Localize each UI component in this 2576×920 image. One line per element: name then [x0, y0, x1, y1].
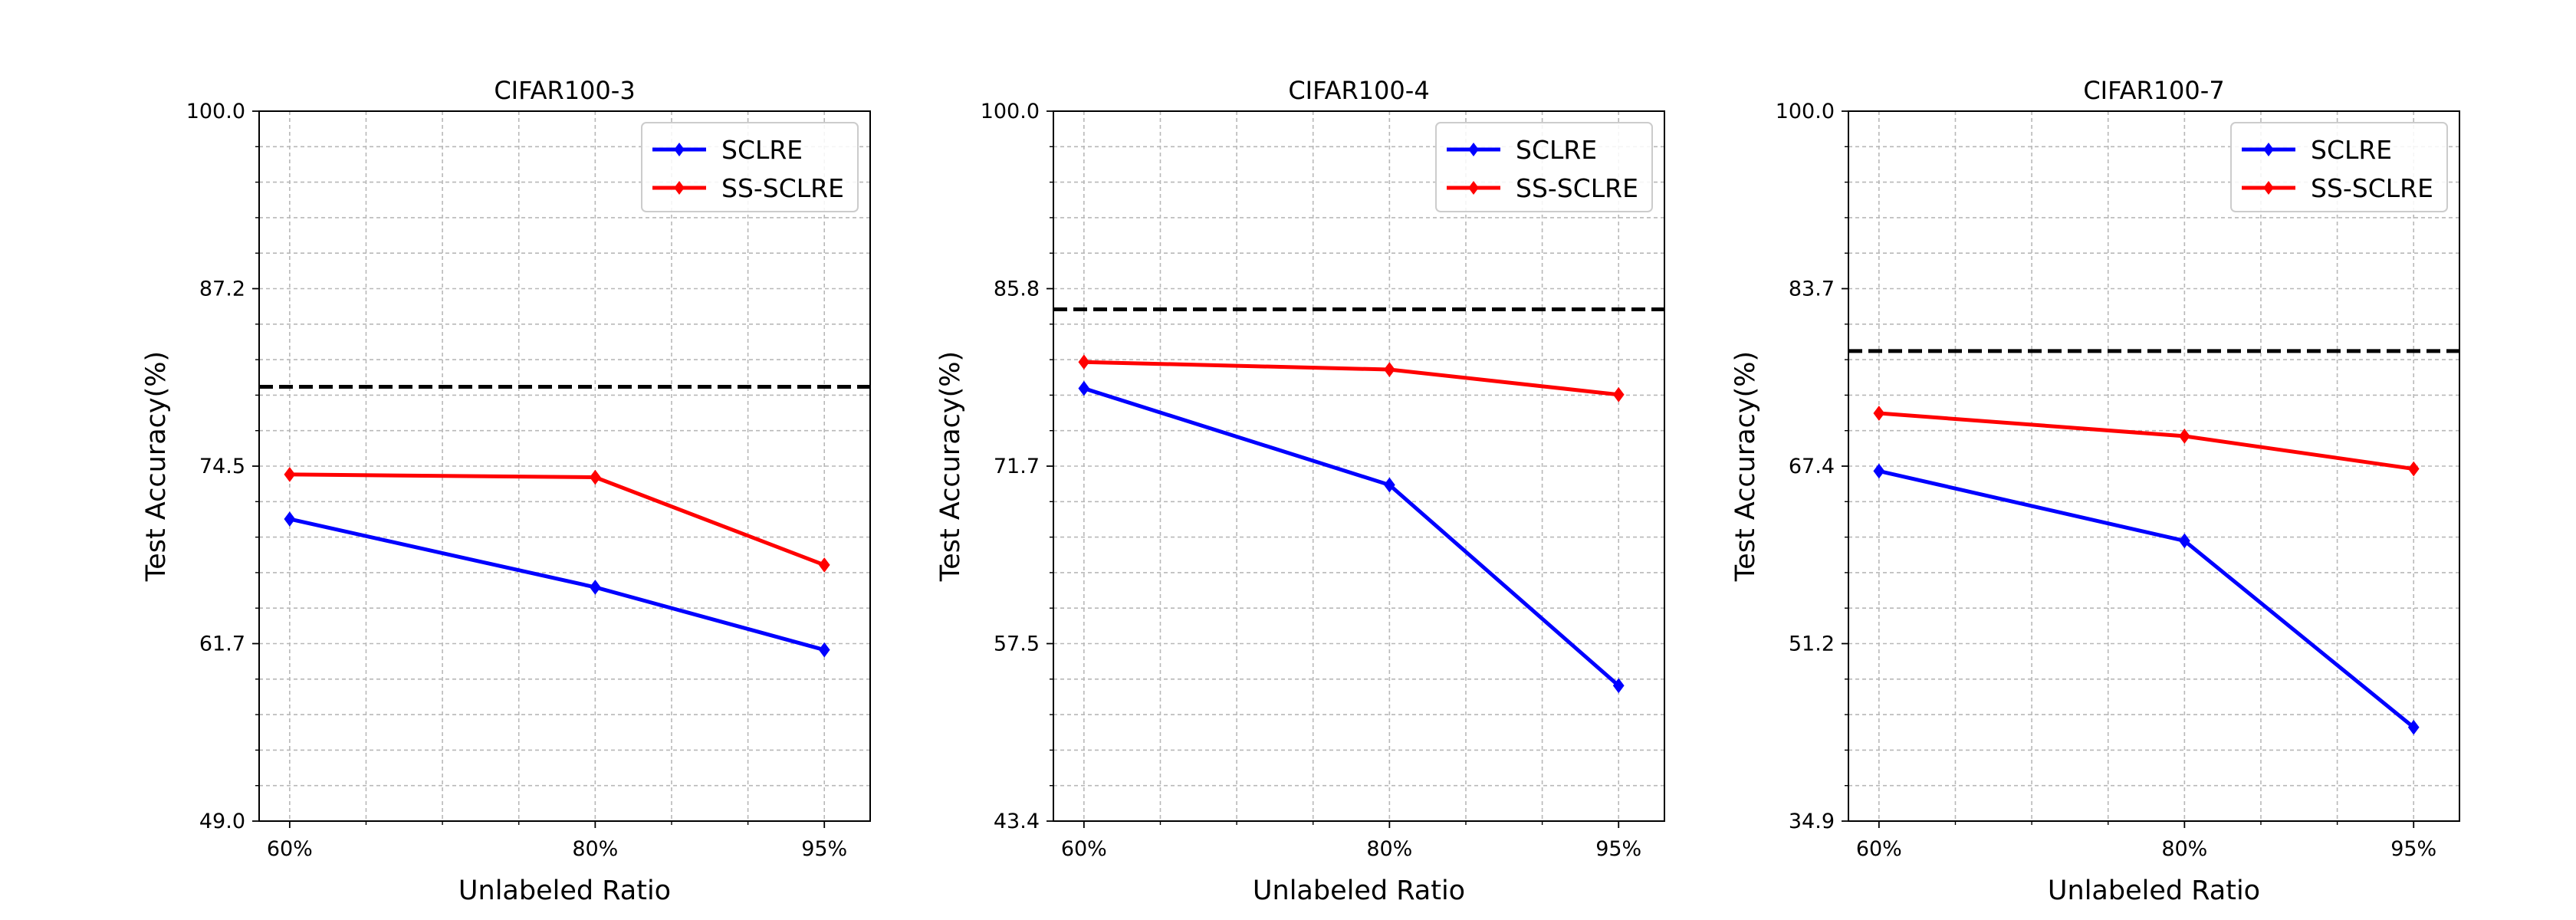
legend-swatch-marker [674, 143, 685, 156]
data-point-marker [284, 511, 296, 527]
data-point-marker [818, 557, 830, 573]
y-tick-label: 100.0 [981, 100, 1040, 123]
x-tick-label: 95% [2390, 837, 2436, 861]
chart-title: CIFAR100-4 [1288, 76, 1429, 105]
x-tick-label: 95% [801, 837, 847, 861]
plot-frame [258, 110, 871, 822]
legend-label: SCLRE [2311, 135, 2392, 165]
x-tick-label: 60% [1061, 837, 1107, 861]
plot-frame [1053, 110, 1665, 822]
chart-panel-3: 34.9 51.2 67.4 83.7 100.0 60% 80% 95% CIFAR100-7… [1730, 76, 2460, 906]
data-point-marker [2178, 429, 2190, 444]
y-tick-label: 57.5 [994, 632, 1040, 656]
legend-label: SS-SCLRE [721, 173, 844, 203]
y-tick-label: 74.5 [199, 455, 245, 478]
y-tick-label: 43.4 [994, 810, 1040, 833]
x-tick-label: 95% [1595, 837, 1641, 861]
data-point-marker [1612, 678, 1625, 694]
legend-swatch-marker [2263, 181, 2274, 195]
x-tick-label: 60% [267, 837, 313, 861]
data-point-marker [1383, 477, 1395, 493]
chart-panel-1: 49.0 61.7 74.5 87.2 100.0 60% 80% 95% CIFAR100-3… [141, 76, 871, 906]
data-point-marker [2178, 533, 2190, 549]
x-tick-label: 80% [1366, 837, 1412, 861]
data-point-marker [1078, 380, 1090, 396]
data-point-marker [284, 467, 296, 482]
data-point-marker [1612, 386, 1625, 402]
plot-frame [1848, 110, 2460, 822]
data-point-marker [589, 580, 601, 595]
x-axis-label: Unlabeled Ratio [2048, 876, 2260, 906]
chart-title: CIFAR100-7 [2083, 76, 2224, 105]
x-tick-label: 80% [572, 837, 618, 861]
data-point-marker [1873, 406, 1885, 421]
legend-swatch-marker [2263, 143, 2274, 156]
legend-label: SS-SCLRE [2311, 173, 2433, 203]
y-tick-label: 61.7 [199, 632, 245, 656]
data-point-marker [1873, 463, 1885, 479]
x-tick-label: 80% [2161, 837, 2207, 861]
data-point-marker [1078, 354, 1090, 370]
legend-label: SCLRE [1516, 135, 1597, 165]
y-tick-label: 67.4 [1789, 455, 1835, 478]
y-tick-label: 51.2 [1789, 632, 1835, 656]
y-tick-label: 49.0 [199, 810, 245, 833]
data-point-marker [2407, 461, 2420, 477]
data-point-marker [2407, 719, 2420, 735]
x-axis-label: Unlabeled Ratio [1253, 876, 1465, 906]
data-point-marker [818, 642, 830, 658]
y-axis-label: Test Accuracy(%) [141, 351, 172, 582]
y-tick-label: 83.7 [1789, 278, 1835, 301]
x-tick-label: 60% [1856, 837, 1902, 861]
legend-swatch-marker [1468, 143, 1479, 156]
y-tick-label: 87.2 [199, 278, 245, 301]
legend-label: SCLRE [721, 135, 803, 165]
y-tick-label: 100.0 [186, 100, 245, 123]
y-tick-label: 100.0 [1776, 100, 1835, 123]
legend-label: SS-SCLRE [1516, 173, 1638, 203]
y-axis-label: Test Accuracy(%) [1730, 351, 1761, 582]
legend-swatch-marker [674, 181, 685, 195]
y-tick-label: 85.8 [994, 278, 1040, 301]
x-axis-label: Unlabeled Ratio [458, 876, 671, 906]
y-axis-label: Test Accuracy(%) [935, 351, 966, 582]
y-tick-label: 34.9 [1789, 810, 1835, 833]
chart-panel-2: 43.4 57.5 71.7 85.8 100.0 60% 80% 95% CIFAR100-4… [935, 76, 1665, 906]
y-tick-label: 71.7 [994, 455, 1040, 478]
data-point-marker [1383, 362, 1395, 377]
legend-swatch-marker [1468, 181, 1479, 195]
chart-title: CIFAR100-3 [494, 76, 635, 105]
data-point-marker [589, 469, 601, 485]
